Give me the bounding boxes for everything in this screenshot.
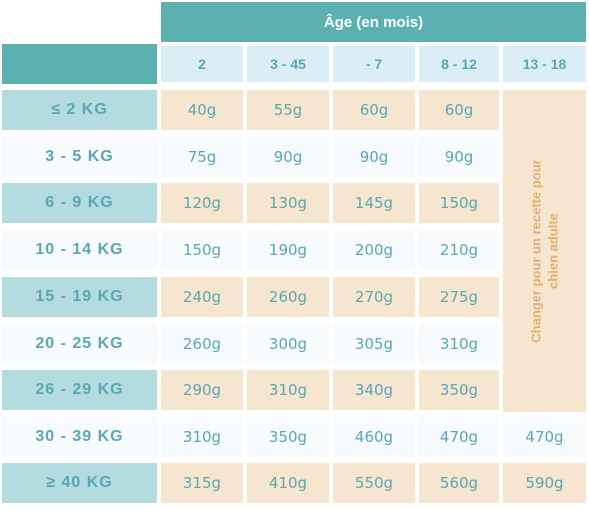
value-cell: 60g <box>333 90 415 130</box>
value-cell: 470g <box>419 417 499 457</box>
value-cell: 60g <box>419 90 499 130</box>
value-cell: 270g <box>333 277 415 317</box>
value-cell: 120g <box>161 183 243 223</box>
note-line-1: Changer pour un recette pour <box>528 159 544 343</box>
value-cell: 460g <box>333 417 415 457</box>
adult-recipe-note: Changer pour un recette pour chien adult… <box>503 90 586 412</box>
age-col-1: 2 <box>161 46 243 82</box>
weight-label: 20 - 25 KG <box>2 324 157 364</box>
value-cell: 55g <box>247 90 329 130</box>
value-cell: 310g <box>419 324 499 364</box>
adult-recipe-note-text: Changer pour un recette pour chien adult… <box>528 159 562 342</box>
weight-label: ≤ 2 KG <box>2 90 157 130</box>
age-col-2: 3 - 45 <box>247 46 329 82</box>
value-cell: 290g <box>161 370 243 410</box>
age-header-title: Âge (en mois) <box>323 13 424 31</box>
value-cell: 350g <box>419 370 499 410</box>
value-cell: 590g <box>503 463 586 503</box>
value-cell: 40g <box>161 90 243 130</box>
value-cell: 150g <box>419 183 499 223</box>
value-cell: 90g <box>333 137 415 177</box>
value-cell: 310g <box>247 370 329 410</box>
value-cell: 90g <box>247 137 329 177</box>
weight-label: 26 - 29 KG <box>2 370 157 410</box>
value-cell: 75g <box>161 137 243 177</box>
value-cell: 470g <box>503 417 586 457</box>
value-cell: 130g <box>247 183 329 223</box>
note-line-2: chien adulte <box>545 213 561 289</box>
value-cell: 560g <box>419 463 499 503</box>
age-col-5: 13 - 18 <box>503 46 586 82</box>
value-cell: 145g <box>333 183 415 223</box>
weight-label: ≥ 40 KG <box>2 463 157 503</box>
value-cell: 315g <box>161 463 243 503</box>
value-cell: 340g <box>333 370 415 410</box>
value-cell: 305g <box>333 324 415 364</box>
value-cell: 90g <box>419 137 499 177</box>
value-cell: 190g <box>247 230 329 270</box>
weight-label: 30 - 39 KG <box>2 417 157 457</box>
value-cell: 260g <box>247 277 329 317</box>
value-cell: 300g <box>247 324 329 364</box>
weight-label: 6 - 9 KG <box>2 183 157 223</box>
value-cell: 200g <box>333 230 415 270</box>
age-col-3: - 7 <box>333 46 415 82</box>
value-cell: 310g <box>161 417 243 457</box>
value-cell: 350g <box>247 417 329 457</box>
weight-label: 3 - 5 KG <box>2 137 157 177</box>
value-cell: 240g <box>161 277 243 317</box>
value-cell: 275g <box>419 277 499 317</box>
corner-cell <box>2 44 157 84</box>
age-header: Âge (en mois) <box>161 2 586 42</box>
value-cell: 150g <box>161 230 243 270</box>
value-cell: 260g <box>161 324 243 364</box>
value-cell: 550g <box>333 463 415 503</box>
weight-label: 10 - 14 KG <box>2 230 157 270</box>
value-cell: 410g <box>247 463 329 503</box>
age-col-4: 8 - 12 <box>419 46 499 82</box>
value-cell: 210g <box>419 230 499 270</box>
weight-label: 15 - 19 KG <box>2 277 157 317</box>
